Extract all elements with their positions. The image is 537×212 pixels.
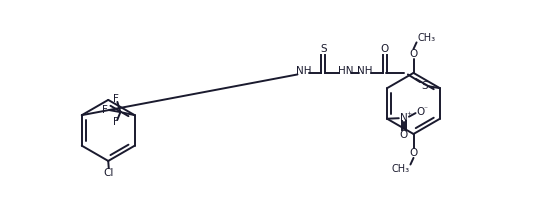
Text: O: O: [400, 130, 408, 140]
Text: NH: NH: [296, 66, 311, 76]
Text: NH: NH: [358, 66, 373, 76]
Text: HN: HN: [338, 66, 353, 76]
Text: O: O: [416, 107, 424, 117]
Text: Cl: Cl: [104, 168, 114, 178]
Text: N: N: [400, 113, 408, 123]
Text: O: O: [381, 43, 389, 53]
Text: CH₃: CH₃: [417, 33, 436, 43]
Text: +: +: [407, 111, 412, 116]
Text: S: S: [320, 43, 326, 53]
Text: S: S: [422, 81, 428, 91]
Text: ⁻: ⁻: [423, 104, 427, 113]
Text: F: F: [113, 94, 119, 104]
Text: O: O: [409, 148, 418, 158]
Text: O: O: [409, 49, 418, 59]
Text: CH₃: CH₃: [391, 164, 409, 174]
Text: F: F: [113, 117, 119, 127]
Text: F: F: [102, 105, 108, 114]
